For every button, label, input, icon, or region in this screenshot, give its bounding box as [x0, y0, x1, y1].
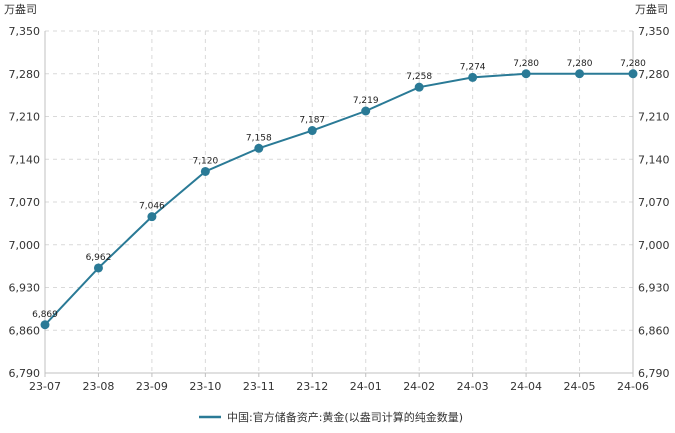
y-tick-label-right: 7,210: [638, 111, 670, 124]
x-tick-label: 23-09: [136, 380, 168, 393]
y-tick-label-right: 7,070: [638, 196, 670, 209]
data-point[interactable]: [307, 126, 317, 136]
y-tick-label-left: 6,790: [9, 367, 41, 380]
data-point[interactable]: [254, 143, 264, 153]
data-point[interactable]: [40, 320, 50, 330]
x-tick-label: 23-10: [189, 380, 221, 393]
data-label: 7,280: [513, 59, 539, 69]
y-tick-label-right: 6,790: [638, 367, 670, 380]
y-tick-label-right: 7,000: [638, 239, 670, 252]
legend-label: 中国:官方储备资产:黄金(以盎司计算的纯金数量): [227, 410, 463, 424]
data-point[interactable]: [628, 69, 638, 79]
data-point[interactable]: [93, 263, 103, 273]
y-tick-label-right: 6,930: [638, 282, 670, 295]
y-tick-label-left: 6,930: [9, 282, 41, 295]
series-line: [40, 69, 638, 330]
legend[interactable]: 中国:官方储备资产:黄金(以盎司计算的纯金数量): [199, 410, 463, 424]
data-label: 7,046: [139, 202, 165, 212]
y-tick-label-right: 7,140: [638, 153, 670, 166]
series-path: [44, 72, 633, 326]
data-point[interactable]: [575, 69, 585, 79]
y-tick-label-right: 6,860: [638, 324, 670, 337]
y-tick-label-left: 7,280: [9, 68, 41, 81]
data-point[interactable]: [468, 72, 478, 82]
x-tick-label: 23-08: [82, 380, 114, 393]
x-tick-label: 23-11: [243, 380, 275, 393]
x-tick-labels: 23-07 23-08 23-09 23-10 23-11 23-12 24-01 24-02…: [29, 373, 649, 393]
data-label: 7,280: [567, 59, 593, 69]
y-axis-unit-left: 万盎司: [4, 2, 37, 16]
y-tick-label-left: 7,000: [9, 239, 41, 252]
gridlines: [45, 30, 633, 373]
data-label: 7,120: [192, 156, 218, 166]
y-tick-label-left: 7,210: [9, 111, 41, 124]
y-tick-label-left: 7,350: [9, 25, 41, 38]
data-label: 7,274: [460, 62, 486, 72]
data-label: 6,869: [32, 310, 58, 320]
y-tick-label-left: 7,140: [9, 153, 41, 166]
y-tick-labels: 6,790 6,790 6,860 6,860 6,930 6,930 7,000 7,000…: [9, 25, 670, 380]
x-tick-label: 24-04: [510, 380, 542, 393]
data-labels: 6,869 6,962 7,046 7,120 7,158 7,187 7,219 7,258…: [32, 59, 646, 320]
data-label: 6,962: [86, 253, 112, 263]
data-label: 7,280: [620, 59, 646, 69]
data-label: 7,187: [299, 116, 325, 126]
data-point[interactable]: [414, 82, 424, 92]
y-tick-label-left: 6,860: [9, 324, 41, 337]
data-label: 7,219: [353, 96, 379, 106]
x-tick-label: 24-02: [403, 380, 435, 393]
x-tick-label: 23-12: [296, 380, 328, 393]
data-point[interactable]: [521, 69, 531, 79]
data-point[interactable]: [200, 166, 210, 176]
data-point[interactable]: [147, 212, 157, 222]
x-tick-label: 24-05: [564, 380, 596, 393]
y-tick-label-right: 7,350: [638, 25, 670, 38]
x-tick-label: 24-06: [617, 380, 649, 393]
y-tick-label-left: 7,070: [9, 196, 41, 209]
y-axis-unit-right: 万盎司: [635, 2, 668, 16]
data-label: 7,158: [246, 133, 272, 143]
x-tick-label: 23-07: [29, 380, 61, 393]
data-label: 7,258: [406, 72, 432, 82]
data-point[interactable]: [361, 106, 371, 116]
x-tick-label: 24-01: [350, 380, 382, 393]
x-tick-label: 24-03: [457, 380, 489, 393]
y-tick-label-right: 7,280: [638, 68, 670, 81]
